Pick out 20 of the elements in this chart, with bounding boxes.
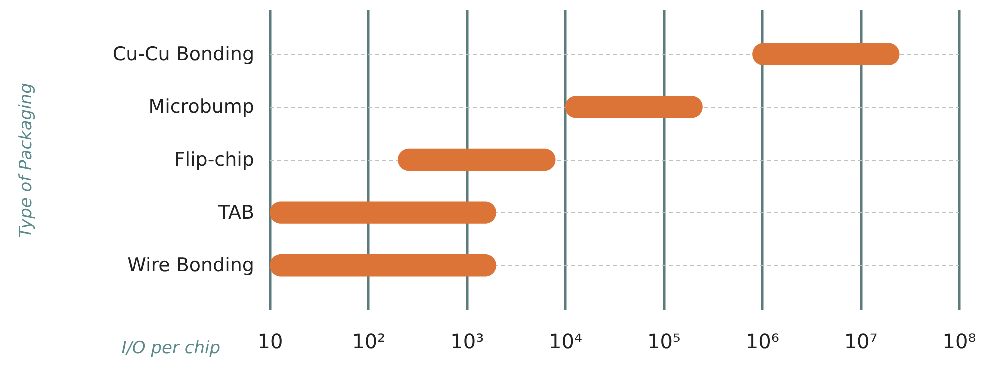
bar [565, 96, 703, 118]
y-tick-label: Wire Bonding [128, 254, 254, 277]
x-tick-label: 10⁶ [746, 330, 780, 354]
y-tick-label: Cu-Cu Bonding [112, 43, 254, 66]
x-tick-label: 10⁷ [844, 330, 878, 354]
y-tick-label: Microbump [148, 96, 254, 118]
x-tick-label: 10 [258, 330, 284, 354]
bar [270, 202, 496, 224]
y-tick-label: TAB [217, 202, 254, 224]
x-tick-label: 10⁵ [647, 330, 681, 354]
x-axis-title: I/O per chip [122, 338, 221, 358]
x-tick-label: 10⁴ [549, 330, 583, 354]
x-tick-label: 10³ [450, 330, 484, 354]
bar [398, 148, 556, 172]
bar [270, 254, 496, 277]
x-tick-label: 10⁸ [942, 330, 976, 354]
y-axis-title: Type of Packaging [16, 82, 36, 238]
bar [752, 43, 900, 66]
x-tick-label: 10² [352, 330, 386, 354]
y-tick-label: Flip-chip [174, 149, 254, 171]
